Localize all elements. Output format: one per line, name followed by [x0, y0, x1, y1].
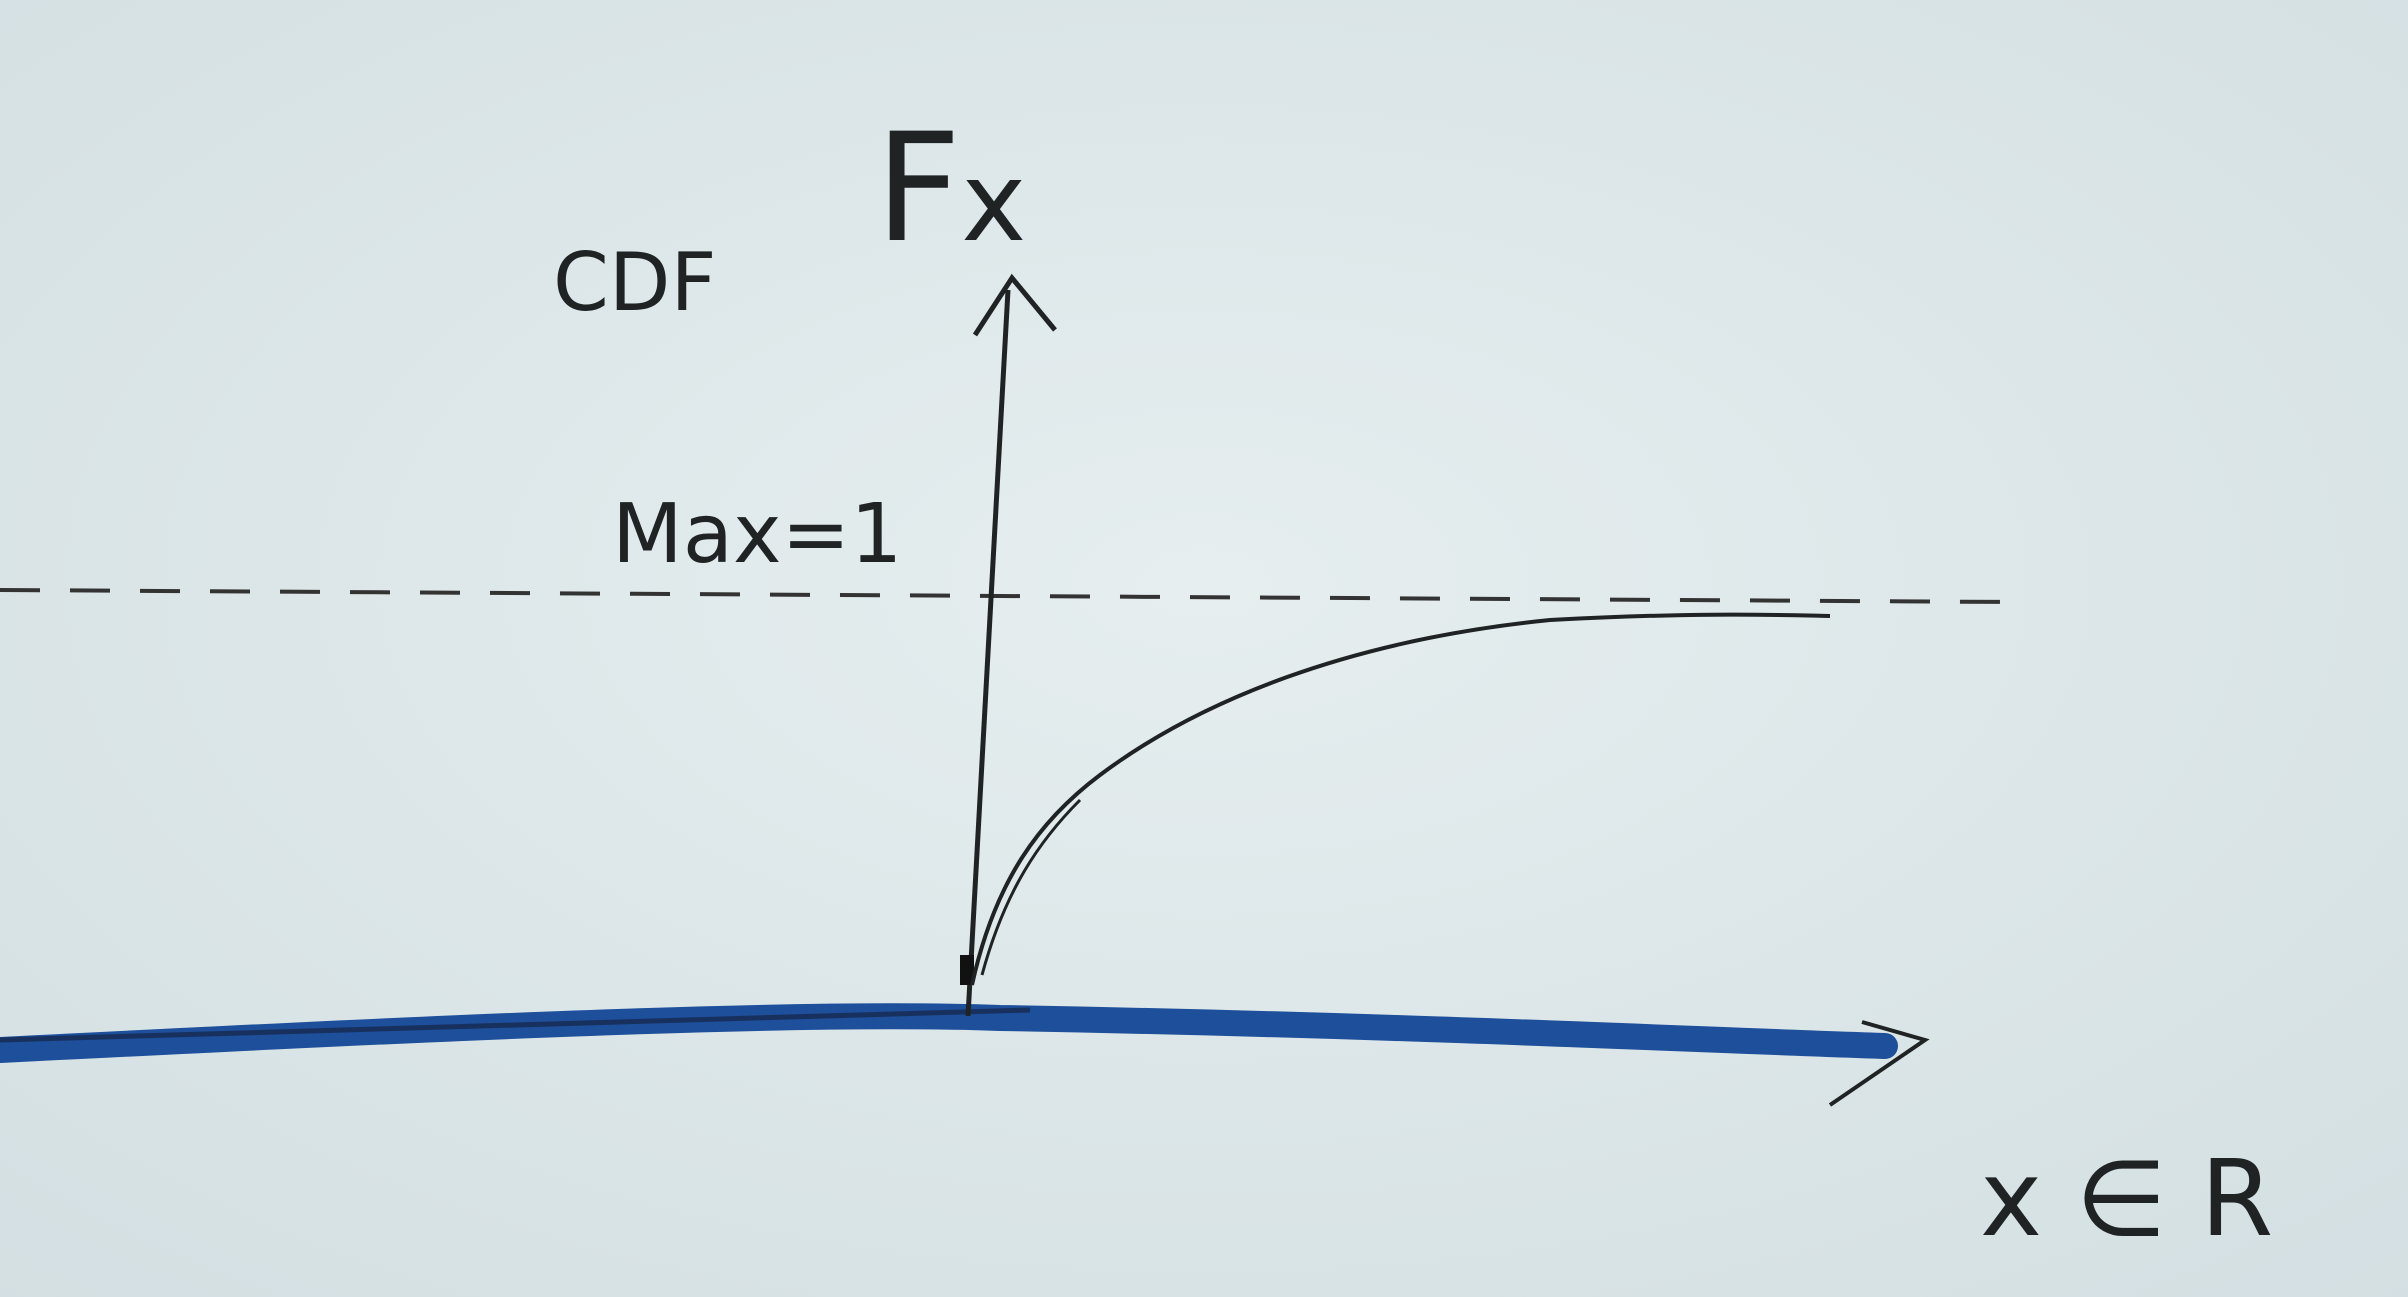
function-main: F: [875, 102, 961, 276]
domain-label: x ∈ R: [1980, 1138, 2273, 1260]
max-label: Max=1: [612, 487, 902, 582]
cdf-curve: [970, 612, 1831, 986]
cdf-curve-stroke: [980, 798, 1082, 976]
cdf-label: CDF: [553, 236, 716, 329]
function-label: Fx: [875, 102, 1026, 276]
function-sub: x: [961, 138, 1026, 266]
max-line: [0, 588, 2013, 604]
x-axis-edge: [0, 1007, 1031, 1043]
y-axis-arrow: [972, 273, 1057, 337]
x-axis-arrow: [1828, 1020, 1930, 1107]
origin-mark: [960, 955, 974, 985]
x-axis: [0, 1003, 1898, 1063]
y-axis: [965, 289, 1011, 1017]
